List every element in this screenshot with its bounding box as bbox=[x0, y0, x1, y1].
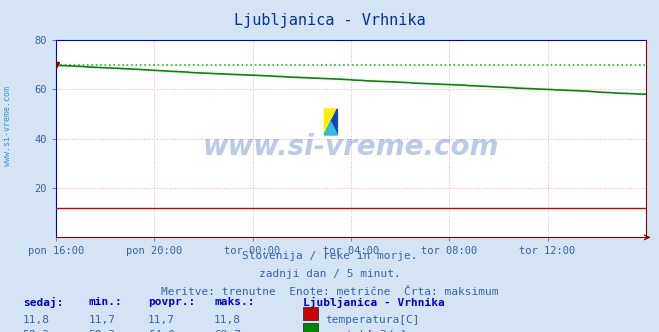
Text: www.si-vreme.com: www.si-vreme.com bbox=[3, 86, 13, 166]
Text: zadnji dan / 5 minut.: zadnji dan / 5 minut. bbox=[258, 269, 401, 279]
Text: min.:: min.: bbox=[89, 297, 123, 307]
Text: povpr.:: povpr.: bbox=[148, 297, 196, 307]
Polygon shape bbox=[324, 109, 337, 135]
Text: Ljubljanica - Vrhnika: Ljubljanica - Vrhnika bbox=[234, 13, 425, 28]
Text: 69,7: 69,7 bbox=[214, 330, 241, 332]
Text: Ljubljanica - Vrhnika: Ljubljanica - Vrhnika bbox=[303, 297, 445, 308]
Text: 11,8: 11,8 bbox=[214, 315, 241, 325]
Text: sedaj:: sedaj: bbox=[23, 297, 63, 308]
Text: 11,8: 11,8 bbox=[23, 315, 49, 325]
Text: pretok[m3/s]: pretok[m3/s] bbox=[326, 330, 407, 332]
Text: Slovenija / reke in morje.: Slovenija / reke in morje. bbox=[242, 251, 417, 261]
Text: 58,3: 58,3 bbox=[89, 330, 115, 332]
Text: 58,3: 58,3 bbox=[23, 330, 49, 332]
Text: 11,7: 11,7 bbox=[148, 315, 175, 325]
Polygon shape bbox=[324, 122, 337, 135]
Text: 64,0: 64,0 bbox=[148, 330, 175, 332]
Text: temperatura[C]: temperatura[C] bbox=[326, 315, 420, 325]
Text: 11,7: 11,7 bbox=[89, 315, 115, 325]
Text: www.si-vreme.com: www.si-vreme.com bbox=[203, 132, 499, 160]
Text: Meritve: trenutne  Enote: metrične  Črta: maksimum: Meritve: trenutne Enote: metrične Črta: … bbox=[161, 287, 498, 297]
Text: maks.:: maks.: bbox=[214, 297, 254, 307]
Polygon shape bbox=[324, 109, 337, 135]
